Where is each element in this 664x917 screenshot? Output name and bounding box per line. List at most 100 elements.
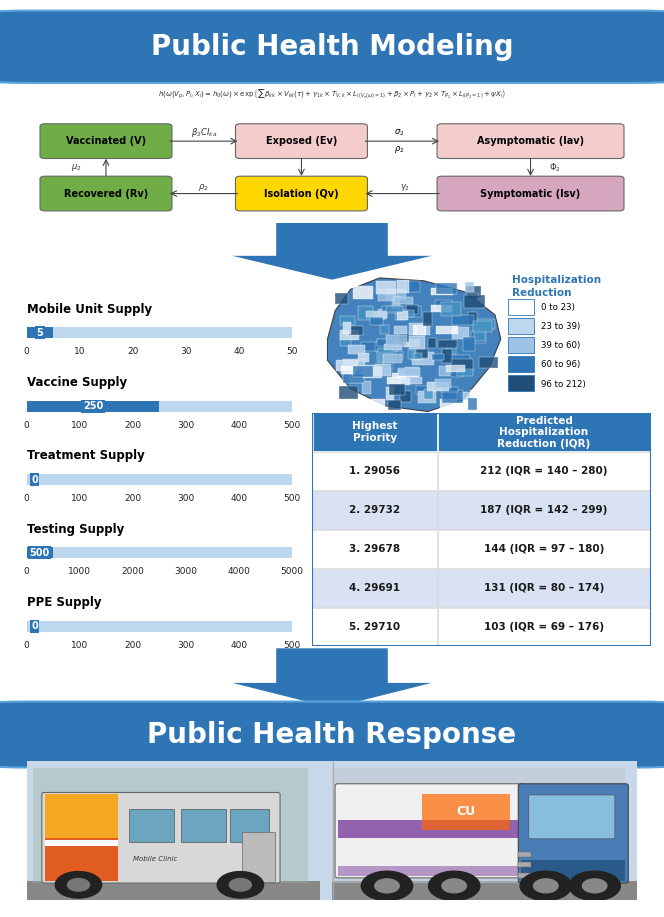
FancyBboxPatch shape bbox=[363, 367, 382, 378]
FancyBboxPatch shape bbox=[438, 452, 650, 491]
FancyBboxPatch shape bbox=[0, 702, 664, 768]
FancyBboxPatch shape bbox=[412, 352, 434, 365]
Text: 0: 0 bbox=[24, 568, 29, 577]
Text: PPE Supply: PPE Supply bbox=[27, 596, 101, 609]
Bar bbox=[27, 547, 292, 558]
FancyBboxPatch shape bbox=[468, 312, 477, 324]
FancyBboxPatch shape bbox=[45, 840, 118, 846]
Text: 100: 100 bbox=[71, 494, 88, 503]
Bar bbox=[27, 327, 292, 338]
FancyBboxPatch shape bbox=[519, 873, 531, 878]
FancyBboxPatch shape bbox=[435, 301, 452, 310]
Text: 0: 0 bbox=[24, 494, 29, 503]
Text: Exposed (Ev): Exposed (Ev) bbox=[266, 136, 337, 146]
FancyBboxPatch shape bbox=[432, 354, 444, 360]
FancyBboxPatch shape bbox=[363, 381, 371, 394]
Circle shape bbox=[520, 871, 572, 900]
Text: Symptomatic (Isv): Symptomatic (Isv) bbox=[481, 189, 580, 199]
FancyBboxPatch shape bbox=[394, 326, 407, 334]
FancyBboxPatch shape bbox=[409, 337, 426, 349]
Bar bbox=[27, 621, 292, 632]
Text: 500: 500 bbox=[284, 641, 301, 650]
FancyBboxPatch shape bbox=[519, 784, 628, 883]
Bar bbox=[27, 474, 292, 485]
FancyBboxPatch shape bbox=[45, 794, 118, 881]
FancyBboxPatch shape bbox=[414, 353, 422, 359]
FancyBboxPatch shape bbox=[404, 338, 420, 347]
FancyBboxPatch shape bbox=[45, 794, 118, 838]
Text: $\gamma_2$: $\gamma_2$ bbox=[400, 182, 410, 193]
FancyBboxPatch shape bbox=[521, 860, 625, 881]
FancyBboxPatch shape bbox=[410, 351, 422, 360]
FancyBboxPatch shape bbox=[385, 351, 403, 359]
Text: Recovered (Rv): Recovered (Rv) bbox=[64, 189, 148, 199]
FancyBboxPatch shape bbox=[465, 282, 474, 292]
Text: $\mu_2$: $\mu_2$ bbox=[71, 162, 82, 172]
Text: Asymptomatic (Iav): Asymptomatic (Iav) bbox=[477, 136, 584, 146]
FancyBboxPatch shape bbox=[442, 390, 463, 403]
Text: 4. 29691: 4. 29691 bbox=[349, 583, 400, 593]
FancyBboxPatch shape bbox=[438, 340, 457, 348]
Text: Mobile Unit Supply: Mobile Unit Supply bbox=[27, 303, 151, 315]
FancyBboxPatch shape bbox=[349, 326, 363, 335]
Text: 0 to 23): 0 to 23) bbox=[541, 303, 575, 312]
Text: $\rho_2$: $\rho_2$ bbox=[394, 144, 404, 155]
Text: 3. 29678: 3. 29678 bbox=[349, 544, 400, 554]
FancyBboxPatch shape bbox=[476, 319, 495, 329]
FancyBboxPatch shape bbox=[0, 11, 664, 83]
FancyBboxPatch shape bbox=[467, 293, 478, 299]
Text: 400: 400 bbox=[230, 421, 248, 430]
Text: 300: 300 bbox=[177, 421, 195, 430]
FancyBboxPatch shape bbox=[400, 392, 410, 402]
FancyBboxPatch shape bbox=[519, 852, 531, 856]
FancyBboxPatch shape bbox=[529, 795, 615, 839]
Text: Vaccinated (V): Vaccinated (V) bbox=[66, 136, 146, 146]
Text: Public Health Modeling: Public Health Modeling bbox=[151, 33, 513, 61]
FancyBboxPatch shape bbox=[451, 366, 463, 377]
FancyBboxPatch shape bbox=[438, 530, 650, 569]
FancyBboxPatch shape bbox=[386, 387, 394, 401]
FancyBboxPatch shape bbox=[473, 321, 492, 332]
FancyBboxPatch shape bbox=[397, 280, 408, 293]
FancyBboxPatch shape bbox=[405, 282, 420, 293]
FancyBboxPatch shape bbox=[340, 330, 359, 340]
FancyBboxPatch shape bbox=[358, 306, 373, 320]
FancyBboxPatch shape bbox=[507, 356, 534, 372]
FancyBboxPatch shape bbox=[313, 608, 437, 646]
Text: 300: 300 bbox=[177, 494, 195, 503]
FancyBboxPatch shape bbox=[343, 374, 364, 383]
Text: Testing Supply: Testing Supply bbox=[27, 523, 124, 536]
Text: 20: 20 bbox=[127, 348, 139, 357]
FancyBboxPatch shape bbox=[463, 337, 475, 351]
FancyBboxPatch shape bbox=[438, 608, 650, 646]
Text: 50: 50 bbox=[286, 348, 298, 357]
Text: $\sigma_2$: $\sigma_2$ bbox=[394, 127, 404, 138]
Circle shape bbox=[442, 878, 466, 893]
FancyBboxPatch shape bbox=[456, 392, 475, 400]
Text: 96 to 212): 96 to 212) bbox=[541, 380, 586, 389]
Text: 10: 10 bbox=[74, 348, 86, 357]
FancyBboxPatch shape bbox=[438, 569, 650, 607]
Text: 1000: 1000 bbox=[68, 568, 91, 577]
Text: 4000: 4000 bbox=[228, 568, 250, 577]
FancyBboxPatch shape bbox=[507, 299, 534, 315]
FancyBboxPatch shape bbox=[366, 312, 385, 319]
FancyBboxPatch shape bbox=[313, 569, 437, 607]
Text: 2000: 2000 bbox=[122, 568, 144, 577]
FancyBboxPatch shape bbox=[391, 378, 410, 384]
FancyBboxPatch shape bbox=[413, 326, 426, 336]
FancyBboxPatch shape bbox=[380, 325, 389, 335]
Text: 30: 30 bbox=[180, 348, 192, 357]
FancyBboxPatch shape bbox=[40, 176, 172, 211]
FancyBboxPatch shape bbox=[335, 784, 525, 878]
FancyBboxPatch shape bbox=[439, 366, 450, 377]
FancyBboxPatch shape bbox=[27, 761, 637, 900]
Text: 5: 5 bbox=[37, 328, 43, 337]
FancyBboxPatch shape bbox=[436, 282, 457, 294]
Text: 2. 29732: 2. 29732 bbox=[349, 505, 400, 515]
FancyBboxPatch shape bbox=[519, 862, 531, 867]
FancyBboxPatch shape bbox=[363, 399, 385, 413]
FancyBboxPatch shape bbox=[367, 311, 386, 317]
Bar bbox=[27, 327, 53, 338]
FancyBboxPatch shape bbox=[242, 832, 275, 882]
